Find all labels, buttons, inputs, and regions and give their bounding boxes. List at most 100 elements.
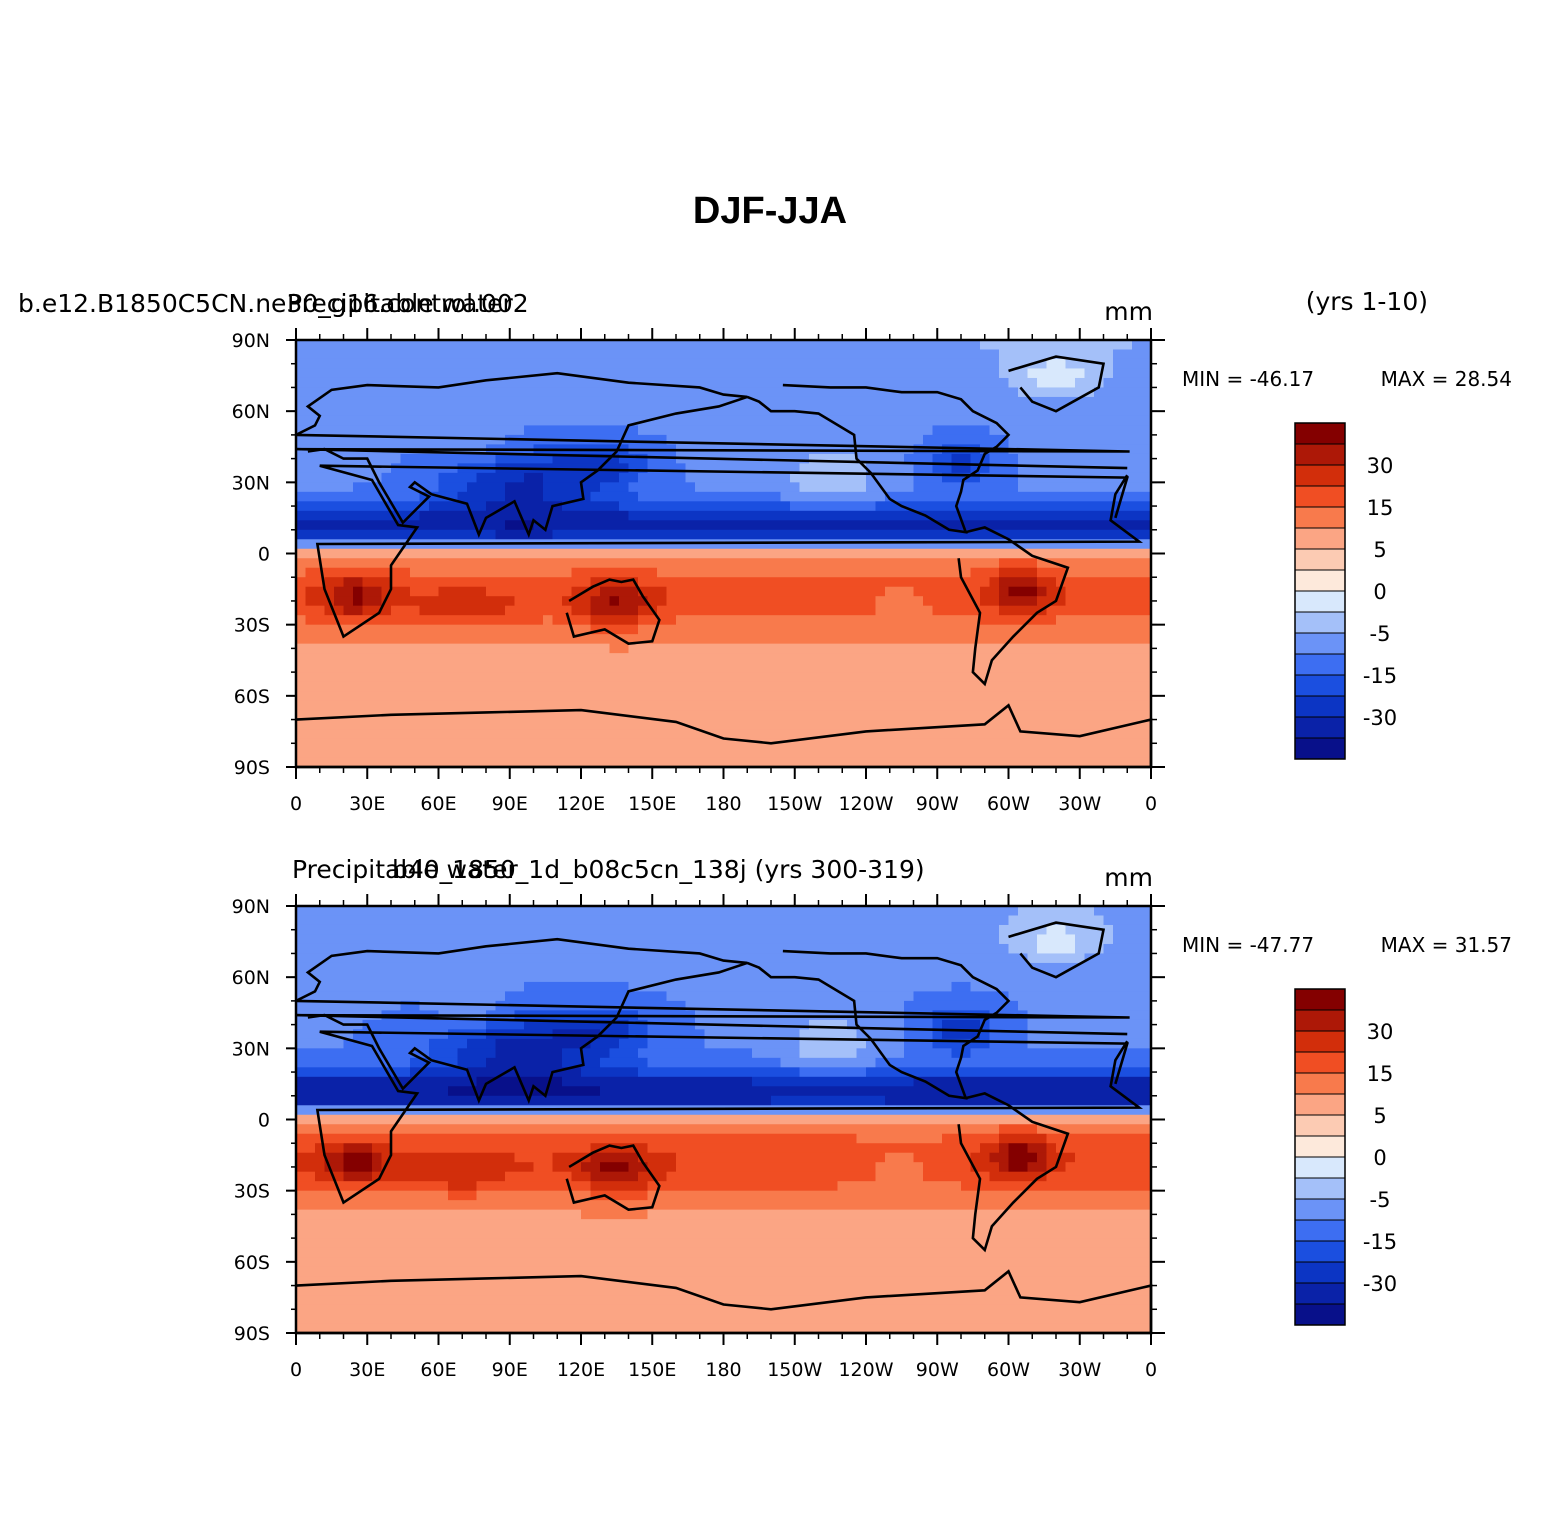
colorbar-swatch bbox=[1294, 569, 1346, 592]
field-map bbox=[296, 340, 1152, 768]
units-label: mm bbox=[1104, 297, 1153, 326]
colorbar-swatch bbox=[1294, 611, 1346, 634]
lat-tick-label: 0 bbox=[258, 1110, 270, 1132]
lon-tick-label: 90W bbox=[916, 793, 959, 815]
variable-label: Precipitable water bbox=[292, 855, 518, 884]
colorbar-swatch bbox=[1294, 695, 1346, 718]
colorbar: 30 15 5 0 -5 -15 -30 bbox=[1294, 988, 1397, 1326]
lon-tick-label: 120E bbox=[557, 793, 605, 815]
colorbar-label: 0 bbox=[1373, 580, 1386, 604]
lon-tick-label: 30E bbox=[349, 793, 385, 815]
lon-tick-label: 150E bbox=[628, 1359, 676, 1381]
colorbar-label: 30 bbox=[1367, 1020, 1394, 1044]
lat-tick-label: 30S bbox=[234, 615, 270, 637]
colorbar-swatch bbox=[1294, 1072, 1346, 1095]
lon-tick-label: 30E bbox=[349, 1359, 385, 1381]
colorbar-swatch bbox=[1294, 1156, 1346, 1179]
colorbar-swatch bbox=[1294, 674, 1346, 697]
colorbar-swatch bbox=[1294, 443, 1346, 466]
lat-tick-label: 90N bbox=[232, 896, 270, 918]
colorbar-swatch bbox=[1294, 716, 1346, 739]
lon-tick-label: 180 bbox=[705, 1359, 741, 1381]
colorbar-label: 15 bbox=[1367, 1062, 1394, 1086]
colorbar-swatch bbox=[1294, 464, 1346, 487]
colorbar-swatch bbox=[1294, 485, 1346, 508]
colorbar-label: -5 bbox=[1370, 622, 1391, 646]
lon-tick-label: 150W bbox=[767, 793, 822, 815]
colorbar-swatch bbox=[1294, 1135, 1346, 1158]
lon-tick-label: 60E bbox=[420, 1359, 456, 1381]
years-label: (yrs 1-10) bbox=[1306, 287, 1428, 316]
max-label: MAX = 28.54 bbox=[1381, 367, 1512, 391]
figure-title: DJF-JJA bbox=[693, 190, 847, 232]
colorbar-swatch bbox=[1294, 1198, 1346, 1221]
lat-tick-label: 30N bbox=[232, 1038, 270, 1060]
colorbar-swatch bbox=[1294, 422, 1346, 445]
lon-tick-label: 0 bbox=[1145, 1359, 1157, 1381]
colorbar-swatch bbox=[1294, 1093, 1346, 1116]
min-label: MIN = -47.77 bbox=[1182, 933, 1314, 957]
colorbar-label: 5 bbox=[1373, 538, 1386, 562]
colorbar-label: -5 bbox=[1370, 1188, 1391, 1212]
lat-tick-label: 0 bbox=[258, 544, 270, 566]
colorbar-label: 0 bbox=[1373, 1146, 1386, 1170]
colorbar-swatch bbox=[1294, 527, 1346, 550]
max-label: MAX = 31.57 bbox=[1381, 933, 1512, 957]
colorbar-label: 5 bbox=[1373, 1104, 1386, 1128]
lon-tick-label: 60W bbox=[987, 793, 1030, 815]
lat-tick-label: 90S bbox=[234, 757, 270, 779]
colorbar-swatch bbox=[1294, 1051, 1346, 1074]
colorbar-swatch bbox=[1294, 1303, 1346, 1326]
lat-tick-label: 90S bbox=[234, 1323, 270, 1345]
lat-tick-label: 60N bbox=[232, 967, 270, 989]
lon-tick-label: 60W bbox=[987, 1359, 1030, 1381]
colorbar-label: 30 bbox=[1367, 454, 1394, 478]
lat-tick-label: 90N bbox=[232, 330, 270, 352]
lat-tick-label: 60N bbox=[232, 401, 270, 423]
coastlines bbox=[295, 921, 1153, 1335]
lat-tick-label: 30N bbox=[232, 472, 270, 494]
lon-tick-label: 0 bbox=[1145, 793, 1157, 815]
colorbar-label: -15 bbox=[1363, 664, 1397, 688]
colorbar-label: 15 bbox=[1367, 496, 1394, 520]
lon-tick-label: 90W bbox=[916, 1359, 959, 1381]
lon-tick-label: 150E bbox=[628, 793, 676, 815]
lon-tick-label: 150W bbox=[767, 1359, 822, 1381]
case-label: b40_1850_1d_b08c5cn_138j (yrs 300-319) bbox=[392, 855, 925, 884]
colorbar-swatch bbox=[1294, 1282, 1346, 1305]
lon-tick-label: 60E bbox=[420, 793, 456, 815]
colorbar-swatch bbox=[1294, 1219, 1346, 1242]
panel-bottom: 90N 60N 30N 0 30S 60S 90S 0 30E 60E 90E 120E 150E 180… bbox=[232, 855, 1512, 1381]
colorbar-swatch bbox=[1294, 1261, 1346, 1284]
lon-tick-label: 120W bbox=[838, 1359, 893, 1381]
lon-tick-label: 0 bbox=[290, 1359, 302, 1381]
colorbar-swatch bbox=[1294, 590, 1346, 613]
lon-tick-label: 30W bbox=[1058, 793, 1101, 815]
panel-top: 90N 60N 30N 0 30S 60S 90S 0 30E 60E 90E 120E 150E 180… bbox=[18, 287, 1512, 815]
colorbar-swatch bbox=[1294, 737, 1346, 760]
colorbar-label: -15 bbox=[1363, 1230, 1397, 1254]
lon-tick-label: 90E bbox=[492, 793, 528, 815]
colorbar-swatch bbox=[1294, 1177, 1346, 1200]
lon-tick-label: 180 bbox=[705, 793, 741, 815]
lon-tick-label: 30W bbox=[1058, 1359, 1101, 1381]
lat-tick-label: 30S bbox=[234, 1181, 270, 1203]
colorbar-swatch bbox=[1294, 653, 1346, 676]
colorbar: 30 15 5 0 -5 -15 -30 bbox=[1294, 422, 1397, 760]
units-label: mm bbox=[1104, 863, 1153, 892]
case-label: b.e12.B1850C5CN.ne30_g16.control.002 bbox=[18, 289, 529, 318]
colorbar-swatch bbox=[1294, 1030, 1346, 1053]
colorbar-swatch bbox=[1294, 1240, 1346, 1263]
lat-tick-label: 60S bbox=[234, 1252, 270, 1274]
colorbar-swatch bbox=[1294, 1009, 1346, 1032]
colorbar-swatch bbox=[1294, 548, 1346, 571]
variable-label: Precipitable water bbox=[287, 289, 513, 318]
lon-tick-label: 90E bbox=[492, 1359, 528, 1381]
colorbar-swatch bbox=[1294, 1114, 1346, 1137]
colorbar-label: -30 bbox=[1363, 706, 1397, 730]
lat-tick-label: 60S bbox=[234, 686, 270, 708]
colorbar-label: -30 bbox=[1363, 1272, 1397, 1296]
lon-tick-label: 120E bbox=[557, 1359, 605, 1381]
min-label: MIN = -46.17 bbox=[1182, 367, 1314, 391]
